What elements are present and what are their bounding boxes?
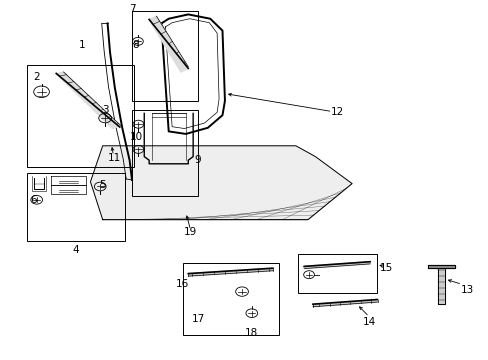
Text: 18: 18	[244, 328, 258, 338]
Polygon shape	[56, 72, 120, 129]
Text: 17: 17	[191, 314, 204, 324]
Polygon shape	[312, 300, 377, 307]
Text: 8: 8	[132, 40, 139, 50]
Text: 7: 7	[128, 4, 135, 14]
Polygon shape	[90, 146, 351, 220]
Bar	[298, 254, 376, 293]
Polygon shape	[427, 265, 454, 268]
Bar	[183, 263, 278, 335]
Text: 1: 1	[79, 40, 85, 50]
Text: 11: 11	[108, 153, 122, 163]
Text: 16: 16	[175, 279, 189, 289]
Text: 12: 12	[330, 107, 344, 117]
Bar	[132, 11, 198, 101]
Bar	[27, 173, 124, 241]
Bar	[132, 110, 198, 196]
Text: 6: 6	[30, 195, 37, 205]
Text: 10: 10	[129, 132, 142, 142]
Text: 15: 15	[379, 263, 392, 273]
Text: 4: 4	[72, 245, 79, 255]
Text: 14: 14	[362, 317, 375, 327]
Polygon shape	[437, 266, 444, 304]
Polygon shape	[149, 16, 188, 72]
Polygon shape	[304, 262, 369, 269]
Text: 5: 5	[99, 180, 106, 190]
Bar	[27, 65, 134, 167]
Text: 13: 13	[459, 285, 473, 295]
Text: 9: 9	[194, 155, 201, 165]
Polygon shape	[188, 268, 272, 276]
Text: 19: 19	[183, 227, 197, 237]
Text: 2: 2	[33, 72, 40, 82]
Text: 3: 3	[102, 105, 108, 115]
